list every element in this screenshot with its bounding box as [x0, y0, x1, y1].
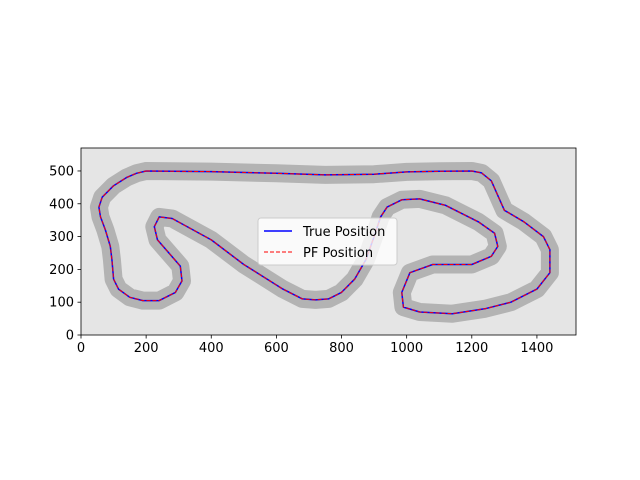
series-layer	[98, 170, 551, 315]
legend-label-true-position: True Position	[302, 225, 385, 240]
y-tick-label: 400	[49, 197, 74, 212]
y-tick-label: 500	[49, 164, 74, 179]
y-tick-label: 100	[49, 296, 74, 311]
x-tick-label: 200	[134, 341, 159, 356]
plot-frame	[80, 147, 577, 336]
y-tick-label: 0	[66, 329, 74, 344]
series-line-pf-position	[98, 170, 551, 315]
x-tick-label: 400	[199, 341, 224, 356]
x-tick-label: 800	[329, 341, 354, 356]
x-tick-label: 0	[77, 341, 85, 356]
y-axis: 0 100 200 300 400 500	[49, 164, 81, 344]
y-tick-label: 200	[49, 263, 74, 278]
x-tick-label: 1000	[390, 341, 423, 356]
legend-label-pf-position: PF Position	[303, 246, 373, 261]
x-tick-label: 1200	[455, 341, 488, 356]
y-tick-label: 300	[49, 230, 74, 245]
x-tick-label: 600	[264, 341, 289, 356]
x-tick-label: 1400	[520, 341, 553, 356]
legend-box	[257, 217, 398, 266]
x-axis: 0 200 400 600 800 1000 1200 1400	[77, 335, 553, 356]
legend: True Position PF Position	[257, 217, 398, 266]
